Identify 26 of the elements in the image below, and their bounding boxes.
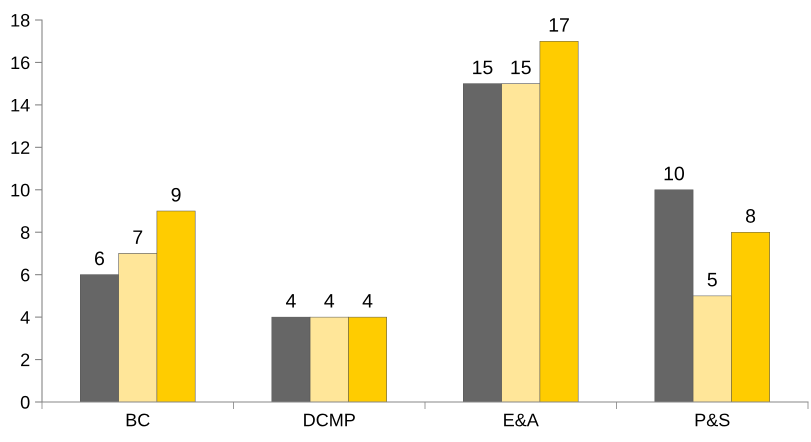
y-tick-label: 4: [20, 311, 30, 324]
y-tick-label: 10: [11, 184, 30, 196]
x-tick-label: E&A: [504, 414, 539, 426]
data-label: 15: [511, 60, 531, 74]
data-label: 6: [95, 252, 104, 266]
data-label: 17: [550, 18, 569, 32]
data-label: 10: [664, 166, 684, 180]
data-label: 8: [746, 209, 756, 223]
data-label: 9: [172, 188, 181, 202]
x-tick-label: BC: [126, 414, 150, 426]
x-tick-label: P&S: [696, 414, 730, 426]
data-label: 15: [473, 60, 492, 74]
data-label: 4: [286, 294, 296, 308]
y-tick-label: 16: [11, 56, 30, 70]
x-tick-label: DCMP: [304, 414, 355, 426]
y-tick-label: 14: [11, 99, 30, 112]
data-label: 4: [362, 294, 372, 308]
data-label: 5: [708, 272, 717, 286]
data-label: 4: [324, 294, 334, 308]
y-tick-label: 8: [20, 226, 30, 239]
y-tick-label: 0: [20, 396, 30, 409]
y-tick-label: 18: [11, 14, 30, 27]
y-tick-label: 6: [21, 268, 30, 282]
y-tick-label: 12: [11, 141, 30, 154]
data-label: 7: [133, 230, 142, 244]
y-tick-label: 2: [21, 353, 30, 366]
